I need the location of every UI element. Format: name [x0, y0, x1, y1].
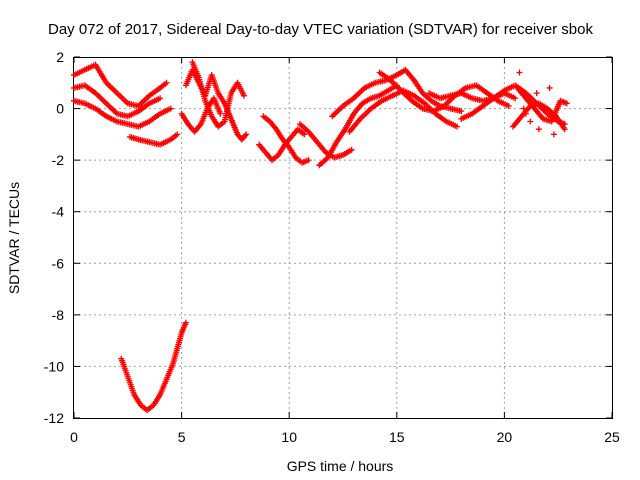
- y-tick-label: -6: [52, 255, 65, 271]
- data-point: [217, 110, 224, 117]
- y-tick-label: -12: [44, 410, 64, 426]
- x-tick-label: 25: [604, 429, 620, 445]
- series-arc-11: [296, 121, 355, 161]
- data-point: [348, 146, 355, 153]
- data-point: [243, 131, 250, 138]
- data-point: [167, 105, 174, 112]
- x-tick-label: 5: [178, 429, 186, 445]
- y-tick-label: -10: [44, 358, 64, 374]
- data-point: [535, 126, 542, 133]
- data-point: [301, 131, 308, 138]
- series-arc-1: [71, 61, 170, 109]
- data-point: [522, 110, 529, 117]
- data-point: [157, 95, 164, 102]
- series-arc-15: [376, 69, 512, 115]
- x-axis-label: GPS time / hours: [287, 458, 394, 474]
- data-point: [533, 90, 540, 97]
- y-tick-label: 0: [56, 101, 64, 117]
- y-tick-label: -2: [52, 152, 65, 168]
- series-arc-4: [126, 131, 181, 148]
- series-arc-12: [316, 82, 400, 169]
- y-tick-label: 2: [56, 49, 64, 65]
- y-tick-label: -4: [52, 204, 65, 220]
- data-point: [182, 319, 189, 326]
- data-point: [550, 131, 557, 138]
- x-tick-label: 0: [70, 429, 78, 445]
- data-point: [241, 92, 248, 99]
- series-arc-19: [514, 84, 570, 125]
- plot-frame: [73, 57, 613, 419]
- data-point: [563, 100, 570, 107]
- series-arc-3: [71, 97, 174, 130]
- series-arc-8: [178, 95, 224, 135]
- data-points: [71, 59, 570, 414]
- data-point: [174, 131, 181, 138]
- grid: [74, 57, 612, 418]
- data-point: [527, 118, 534, 125]
- chart-title: Day 072 of 2017, Sidereal Day-to-day VTE…: [48, 21, 593, 38]
- data-point: [520, 105, 527, 112]
- y-tick-label: -8: [52, 307, 65, 323]
- x-tick-label: 20: [497, 429, 513, 445]
- data-point: [512, 95, 519, 102]
- data-point: [546, 84, 553, 91]
- series-arc-14: [346, 87, 461, 135]
- data-point: [505, 102, 512, 109]
- data-point: [163, 79, 170, 86]
- data-point: [458, 108, 465, 115]
- series-arc-2: [71, 82, 164, 120]
- series-arc-5: [118, 319, 189, 414]
- data-point: [305, 157, 312, 164]
- x-tick-label: 15: [389, 429, 405, 445]
- data-point: [561, 126, 568, 133]
- series-scatter: [516, 69, 557, 138]
- data-point: [242, 132, 249, 139]
- data-point: [454, 123, 461, 130]
- x-tick-label: 10: [281, 429, 297, 445]
- data-point: [516, 69, 523, 76]
- series-arc-9: [256, 126, 308, 164]
- y-axis-label: SDTVAR / TECUs: [6, 182, 22, 294]
- series-arc-10: [260, 113, 312, 166]
